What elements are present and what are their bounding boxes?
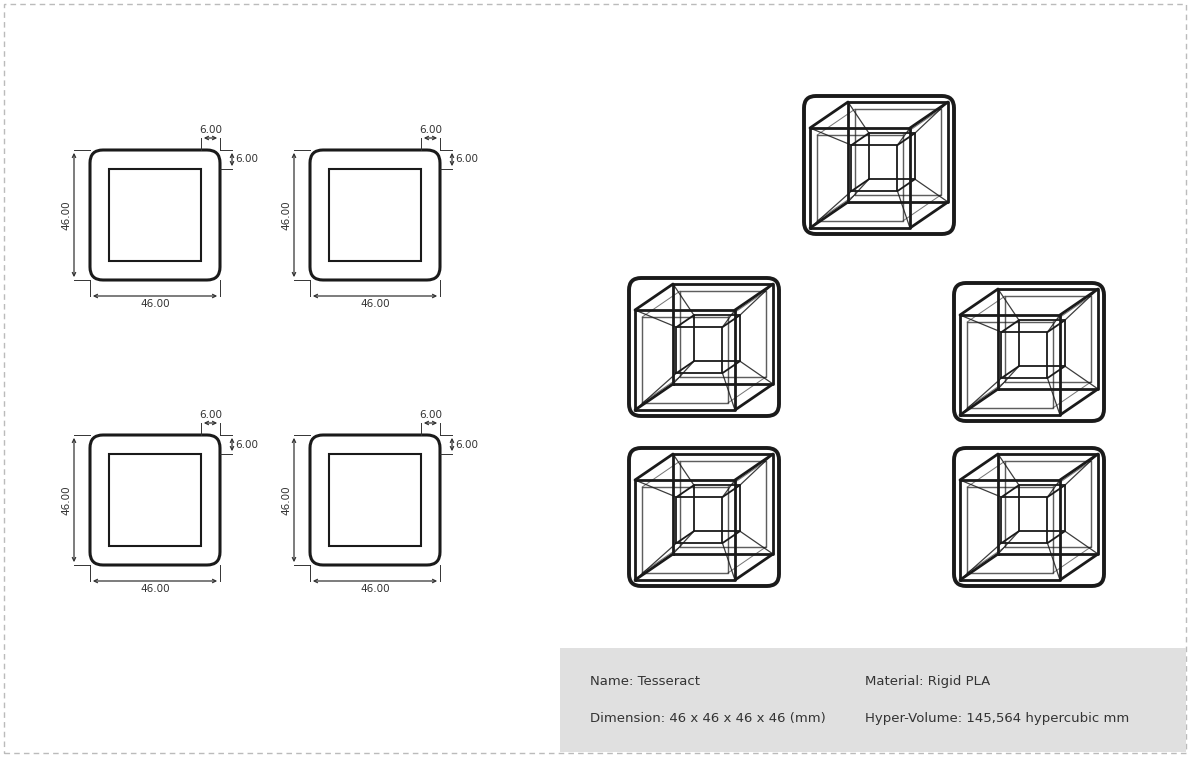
Text: Dimension: 46 x 46 x 46 x 46 (mm): Dimension: 46 x 46 x 46 x 46 (mm) [590, 712, 826, 725]
Text: 6.00: 6.00 [419, 125, 441, 135]
Text: 6.00: 6.00 [455, 154, 478, 164]
Text: 46.00: 46.00 [361, 299, 390, 309]
Text: Hyper-Volume: 145,564 hypercubic mm: Hyper-Volume: 145,564 hypercubic mm [865, 712, 1129, 725]
Text: 6.00: 6.00 [234, 154, 258, 164]
Text: 6.00: 6.00 [199, 410, 223, 420]
FancyBboxPatch shape [311, 150, 440, 280]
Bar [109, 454, 201, 546]
Text: 46.00: 46.00 [140, 299, 170, 309]
Text: Material: Rigid PLA: Material: Rigid PLA [865, 674, 990, 688]
Text: 6.00: 6.00 [419, 410, 441, 420]
Bar [328, 169, 421, 261]
Text: 46.00: 46.00 [140, 584, 170, 594]
Text: 6.00: 6.00 [234, 440, 258, 450]
Text: 6.00: 6.00 [199, 125, 223, 135]
FancyBboxPatch shape [311, 435, 440, 565]
Text: 46.00: 46.00 [61, 485, 71, 515]
Bar [560, 648, 1186, 752]
Bar [328, 454, 421, 546]
Text: 46.00: 46.00 [361, 584, 390, 594]
FancyBboxPatch shape [90, 150, 220, 280]
Text: Name: Tesseract: Name: Tesseract [590, 674, 700, 688]
FancyBboxPatch shape [90, 435, 220, 565]
Text: 46.00: 46.00 [61, 200, 71, 230]
Bar [109, 169, 201, 261]
Text: 46.00: 46.00 [281, 200, 292, 230]
Text: 6.00: 6.00 [455, 440, 478, 450]
Text: 46.00: 46.00 [281, 485, 292, 515]
